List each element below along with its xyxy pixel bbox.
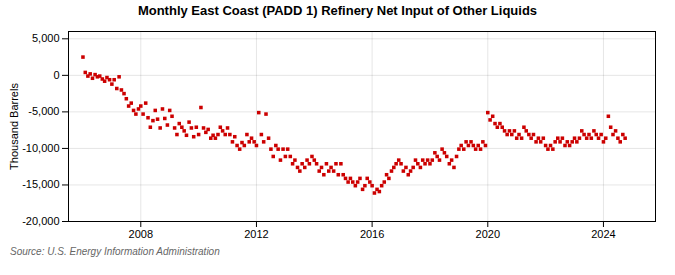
svg-text:2012: 2012 bbox=[244, 228, 268, 240]
svg-text:Thousand Barrels: Thousand Barrels bbox=[8, 83, 20, 170]
svg-text:5,000: 5,000 bbox=[32, 32, 60, 44]
svg-text:2024: 2024 bbox=[591, 228, 615, 240]
html-text:Source: U.S. Energy Informatio: Source: U.S. Energy Information Administ… bbox=[10, 246, 220, 257]
svg-text:-15,000: -15,000 bbox=[22, 178, 59, 190]
svg-text:0: 0 bbox=[53, 69, 59, 81]
svg-text:2016: 2016 bbox=[360, 228, 384, 240]
svg-text:-10,000: -10,000 bbox=[22, 142, 59, 154]
svg-text:2020: 2020 bbox=[476, 228, 500, 240]
html-text:Monthly East Coast (PADD 1) Re: Monthly East Coast (PADD 1) Refinery Net… bbox=[137, 3, 538, 18]
svg-text:-5,000: -5,000 bbox=[28, 105, 59, 117]
svg-text:2008: 2008 bbox=[129, 228, 153, 240]
svg-text:-20,000: -20,000 bbox=[22, 215, 59, 227]
